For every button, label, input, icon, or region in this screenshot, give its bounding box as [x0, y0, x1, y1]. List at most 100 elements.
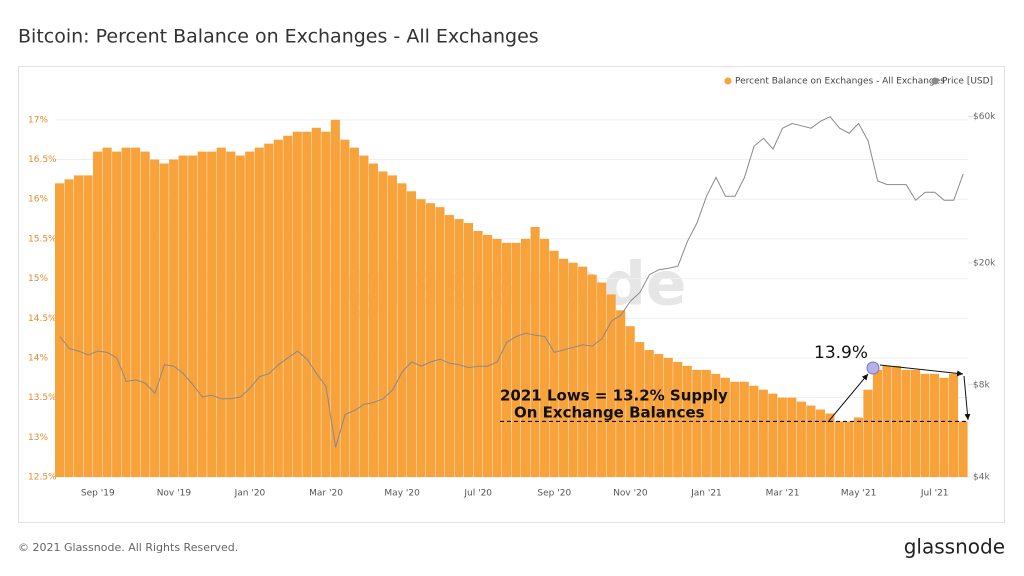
bar — [958, 421, 968, 477]
bar — [55, 183, 65, 477]
bar — [787, 397, 797, 477]
y-tick-label: 13% — [28, 433, 48, 443]
bar — [948, 373, 959, 477]
bar — [349, 147, 359, 478]
bar — [929, 373, 940, 477]
bar — [397, 183, 407, 477]
bar — [806, 405, 816, 477]
y-tick-label: 15% — [28, 274, 48, 284]
bar — [568, 262, 578, 477]
x-tick-label: May '20 — [384, 489, 420, 499]
bar — [74, 175, 84, 477]
bar — [891, 365, 902, 477]
x-tick-label: Mar '21 — [766, 489, 800, 499]
bar — [511, 242, 521, 477]
arrow — [827, 373, 869, 423]
bar — [264, 143, 274, 477]
bar — [416, 199, 426, 478]
y-tick-label: 12.5% — [28, 473, 57, 483]
bar — [625, 326, 635, 477]
legend-marker — [931, 77, 939, 85]
bar — [692, 369, 702, 477]
bar — [501, 242, 512, 477]
bar — [245, 151, 255, 477]
bar — [235, 155, 245, 477]
bar — [131, 147, 141, 478]
bar — [311, 127, 321, 478]
bar — [273, 139, 283, 477]
bar — [425, 203, 436, 477]
bar — [796, 401, 806, 477]
bar — [606, 294, 616, 477]
bar — [463, 223, 474, 477]
bar — [197, 151, 207, 477]
y-tick-label: 15.5% — [28, 234, 57, 244]
bar — [673, 361, 683, 477]
x-tick-label: Mar '20 — [309, 489, 343, 499]
copyright: © 2021 Glassnode. All Rights Reserved. — [18, 541, 238, 554]
bar — [853, 417, 863, 477]
bar — [64, 179, 74, 478]
bar — [654, 353, 664, 477]
annotation-peak: 13.9% — [814, 343, 868, 363]
y-tick-label: 13.5% — [28, 393, 57, 403]
bar — [530, 226, 540, 477]
x-tick-label: Sep '20 — [537, 489, 571, 499]
bar — [93, 151, 103, 477]
bar — [587, 274, 597, 477]
bar — [216, 147, 226, 478]
y2-tick-label: $60k — [973, 112, 996, 122]
bar — [540, 238, 550, 477]
chart-title: Bitcoin: Percent Balance on Exchanges - … — [18, 26, 539, 48]
bar — [169, 159, 179, 478]
x-tick-label: Jan '20 — [234, 489, 266, 499]
bar — [150, 159, 160, 478]
bar — [207, 151, 217, 477]
bar — [815, 409, 825, 477]
bar — [321, 131, 331, 477]
bar — [435, 207, 445, 477]
legend-label: Percent Balance on Exchanges - All Excha… — [735, 77, 945, 87]
bar — [559, 258, 569, 477]
bar — [616, 310, 626, 477]
bar — [920, 373, 930, 477]
bar — [330, 119, 340, 477]
bar — [701, 369, 711, 477]
bar — [292, 131, 302, 477]
bar — [482, 234, 493, 477]
bar — [454, 219, 464, 478]
y2-tick-label: $8k — [973, 380, 990, 390]
bar — [597, 282, 607, 477]
x-tick-label: Jul '21 — [920, 489, 949, 499]
bar — [226, 151, 236, 477]
bar — [188, 155, 198, 477]
bar — [834, 421, 844, 477]
bar — [140, 151, 150, 477]
bar — [112, 151, 122, 477]
bar — [178, 155, 188, 477]
x-tick-label: Nov '19 — [157, 489, 192, 499]
bar — [777, 397, 787, 477]
annotation-lows-2: On Exchange Balances — [514, 404, 705, 422]
bar — [863, 389, 873, 477]
bar — [521, 238, 531, 477]
bar — [492, 238, 502, 477]
bar — [939, 377, 949, 477]
bar — [102, 147, 112, 478]
bar — [682, 365, 692, 477]
bar — [711, 373, 721, 477]
bar — [872, 369, 883, 477]
bar — [749, 385, 759, 477]
bar — [406, 191, 416, 477]
y-tick-label: 14.5% — [28, 314, 57, 324]
legend-label: Price [USD] — [942, 77, 993, 87]
bar — [910, 369, 921, 477]
bar — [901, 369, 911, 477]
bar — [340, 139, 350, 477]
bar — [730, 381, 740, 477]
highlight — [866, 361, 880, 375]
legend-marker — [724, 77, 732, 85]
bar — [387, 175, 397, 477]
y-tick-label: 16.5% — [28, 155, 57, 165]
